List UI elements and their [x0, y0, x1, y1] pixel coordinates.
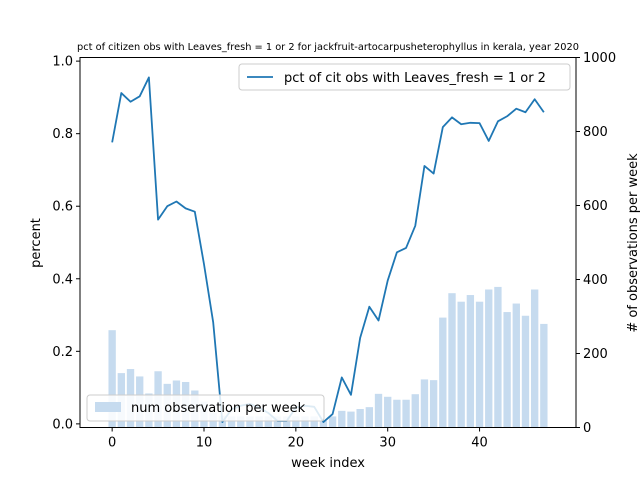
- legend-bar-label: num observation per week: [131, 401, 306, 416]
- bar: [466, 295, 475, 428]
- bar: [356, 409, 364, 428]
- bar: [255, 416, 263, 428]
- y-left-tick-label: 0.2: [52, 345, 73, 360]
- x-axis: 0 10 20 30 40: [108, 427, 488, 451]
- y-right-tick-label: 200: [583, 347, 608, 362]
- y-axis-right-label: # of observations per week: [626, 153, 640, 333]
- y-left-tick-label: 0.8: [52, 127, 73, 142]
- bar: [365, 407, 374, 428]
- chart-title: pct of citizen obs with Leaves_fresh = 1…: [77, 42, 579, 53]
- y-right-tick-label: 1000: [583, 51, 616, 66]
- x-tick-label: 40: [471, 436, 488, 451]
- bar: [237, 416, 245, 428]
- bar: [439, 317, 447, 428]
- bar: [512, 303, 520, 428]
- y-axis-left: 0.0 0.2 0.4 0.6 0.8 1.0: [52, 55, 80, 432]
- bar: [457, 301, 465, 428]
- bar: [338, 410, 346, 428]
- bar: [448, 293, 456, 428]
- legend-bar: num observation per week: [86, 394, 325, 422]
- plot-frame: [79, 57, 577, 428]
- line-path: [111, 76, 545, 423]
- y-axis-left-label: percent: [29, 218, 44, 268]
- y-right-tick-label: 800: [583, 125, 608, 140]
- bar: [374, 393, 383, 428]
- bar: [301, 416, 309, 428]
- bar: [475, 301, 484, 428]
- y-axis-right: 0 200 400 600 800 1000: [576, 51, 616, 436]
- bar: [485, 289, 493, 428]
- bar: [310, 416, 318, 428]
- bar: [384, 396, 392, 428]
- bar: [227, 416, 236, 428]
- line-series: [111, 76, 545, 423]
- bar: [540, 323, 548, 428]
- bar: [521, 315, 530, 428]
- bar: [420, 379, 429, 428]
- bar: [273, 416, 282, 428]
- bar-series: [108, 286, 548, 428]
- x-tick-label: 30: [379, 436, 396, 451]
- x-tick-label: 20: [288, 436, 305, 451]
- bar: [328, 416, 337, 428]
- bar: [108, 330, 116, 428]
- bar: [292, 416, 300, 428]
- y-left-tick-label: 0.0: [52, 417, 73, 432]
- bar: [429, 380, 438, 428]
- bar: [246, 416, 254, 428]
- legend-bar-swatch: [95, 402, 121, 412]
- y-left-tick-label: 1.0: [52, 55, 73, 70]
- y-left-tick-label: 0.4: [52, 272, 73, 287]
- bar: [319, 420, 328, 428]
- bar: [494, 286, 502, 428]
- bar: [503, 312, 511, 428]
- legend-line-box: [238, 63, 571, 91]
- y-right-tick-label: 400: [583, 273, 608, 288]
- legend-bar-box: [86, 394, 325, 422]
- x-tick-label: 10: [196, 436, 213, 451]
- legend-line: pct of cit obs with Leaves_fresh = 1 or …: [238, 63, 571, 91]
- y-left-tick-label: 0.6: [52, 200, 73, 215]
- y-right-tick-label: 600: [583, 199, 608, 214]
- legend-line-label: pct of cit obs with Leaves_fresh = 1 or …: [284, 71, 546, 86]
- bar: [347, 411, 355, 428]
- x-tick-label: 0: [108, 436, 116, 451]
- bar: [402, 399, 410, 428]
- bar: [282, 416, 291, 428]
- bar: [393, 399, 401, 428]
- bar: [530, 289, 539, 428]
- bar: [411, 394, 419, 428]
- y-right-tick-label: 0: [583, 421, 591, 436]
- x-axis-label: week index: [291, 456, 365, 471]
- bar: [264, 416, 272, 428]
